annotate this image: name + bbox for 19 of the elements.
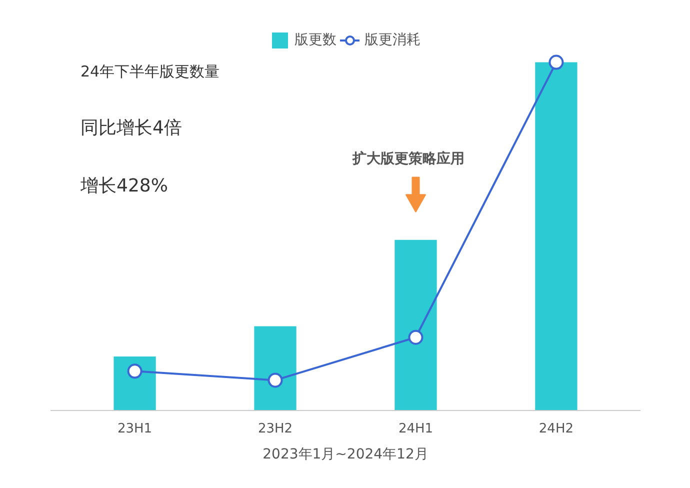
legend-label: 版更消耗 — [364, 31, 420, 49]
bar — [394, 240, 437, 410]
bar — [254, 326, 296, 410]
annotation: 24年下半年版更数量 — [80, 62, 220, 80]
annotation: 同比增长4倍 — [80, 118, 182, 138]
point — [127, 364, 142, 379]
point — [548, 54, 564, 70]
bar — [535, 62, 578, 410]
x-tick-label: 24H2 — [538, 422, 574, 436]
legend-label: 版更数 — [294, 31, 336, 49]
annotation: 扩大版更策略应用 — [352, 150, 465, 167]
x-tick-label: 23H1 — [117, 422, 152, 436]
annotation: 增长428% — [80, 176, 168, 196]
x-tick-label: 24H1 — [398, 422, 434, 436]
x-tick-label: 23H2 — [258, 422, 293, 436]
point — [408, 330, 424, 345]
point — [268, 372, 283, 388]
bar — [114, 356, 156, 410]
text: 2023年1月~2024年12月 — [262, 446, 428, 462]
